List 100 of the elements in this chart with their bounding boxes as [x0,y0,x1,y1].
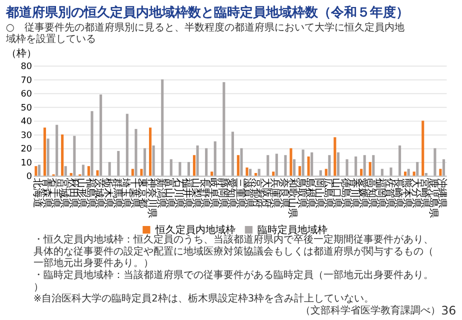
bar [87,166,90,176]
bar [442,159,446,176]
bar [307,156,310,176]
bar [192,155,196,176]
bar [214,141,216,176]
y-tick-label: 50 [20,103,32,114]
text: ※自治医科大学の臨時定員2枠は、栃木県設定枠3枠を含み計上していない。 [33,292,374,305]
bar [412,172,416,176]
legend-label: 恒久定員内地域枠 [154,224,236,236]
x-tick-label: 福井県 [181,178,194,208]
bar [266,155,270,176]
y-tick-label: 10 [20,158,32,168]
bar [152,145,155,176]
bar [64,166,67,176]
bar [100,94,102,176]
bar [148,128,152,176]
y-tick-label: 70 [20,76,32,86]
y-axis-title: （枠） [6,47,36,60]
bar [90,111,94,176]
bar [319,170,322,176]
x-tick-label: 長崎県 [392,178,404,208]
y-tick-label: 0 [26,172,32,182]
bar [236,155,240,176]
bar [43,128,46,176]
bar [398,145,402,176]
bar [363,155,366,176]
bar [416,162,419,176]
bar [134,128,138,176]
text: ・臨時定員地域枠：当該都道府県での従事要件がある臨時定員（一部地元出身要件あり。） [33,268,434,293]
bar [240,148,243,176]
bar [249,168,252,176]
bar [82,164,84,176]
text: ・恒久定員内地域枠：恒久定員のうち、当該都道府県内で卒後一定期間従事要件があり、具体的な従事要件の設定や配置に地域医療対策協議会もしくは都道府県が関与するもの（一部地元出身要件あり。） [33,234,434,270]
bar [61,134,64,176]
bar [290,148,292,176]
bar [140,168,143,176]
text: （文部科学省医学教育課調べ） [300,304,440,316]
x-tick-label: 岡山県 [313,178,326,208]
x-tick-label: 宮崎県 [418,178,431,208]
bar [126,114,128,176]
bar [205,148,208,176]
bar [292,159,296,176]
bar [404,172,407,176]
bar [390,167,392,176]
bar [161,79,164,176]
x-tick-label: 兵庫県 [269,178,282,208]
bar [360,168,363,176]
x-tick-label: 茨城県 [93,178,106,208]
x-tick-label: 愛知県 [225,178,238,208]
bar [298,166,302,176]
bar [372,155,375,176]
bar [222,82,226,176]
bar [434,148,436,176]
x-tick-label: 東京都 [137,178,150,208]
bar [284,155,287,176]
bar [310,152,314,176]
bar [324,168,328,176]
chart-title: 都道府県別の恒久定員内地域枠数と臨時定員地域枠数（令和５年度） [4,4,409,20]
bar [275,154,278,176]
y-tick-label: 40 [20,117,32,128]
bar [46,138,50,176]
x-tick-label: 和歌山県 [286,178,299,218]
bar [336,152,340,176]
bar [346,159,348,176]
bar [73,136,76,176]
bar [380,168,384,176]
y-tick-label: 30 [20,130,32,141]
y-tick-label: 20 [20,144,32,155]
bar [178,162,182,176]
bar [187,162,190,176]
x-tick-label: 山形県 [76,178,88,208]
bar [439,168,442,176]
y-tick-label: 60 [20,90,32,100]
chart-subtitle: ○ 従事要件先の都道府県別に見ると、半数程度の都道府県において大学に恒久定員内地域枠を設置している [4,21,404,46]
bar [143,148,146,176]
x-tick-label: 北海道 [32,178,44,208]
bar [334,137,336,176]
bar [328,155,331,176]
bar [246,167,248,176]
bar [407,168,410,176]
bar [108,162,111,176]
bar [131,168,134,176]
x-tick-label: 長野県 [198,178,210,208]
bar [231,132,234,176]
y-tick-label: 80 [20,62,32,72]
bar [302,150,304,176]
bar [354,156,358,176]
bar [368,162,372,176]
x-tick-label: 福岡県 [374,178,387,208]
bar [56,124,58,176]
bar [117,150,120,176]
x-tick-label: 滋賀県 [242,178,255,208]
bar [38,164,41,176]
bar [272,172,275,176]
bar [96,170,99,176]
bar [170,159,172,176]
text: 36 [441,303,456,318]
bar [258,168,260,176]
bar [196,145,199,176]
bar [34,166,38,176]
